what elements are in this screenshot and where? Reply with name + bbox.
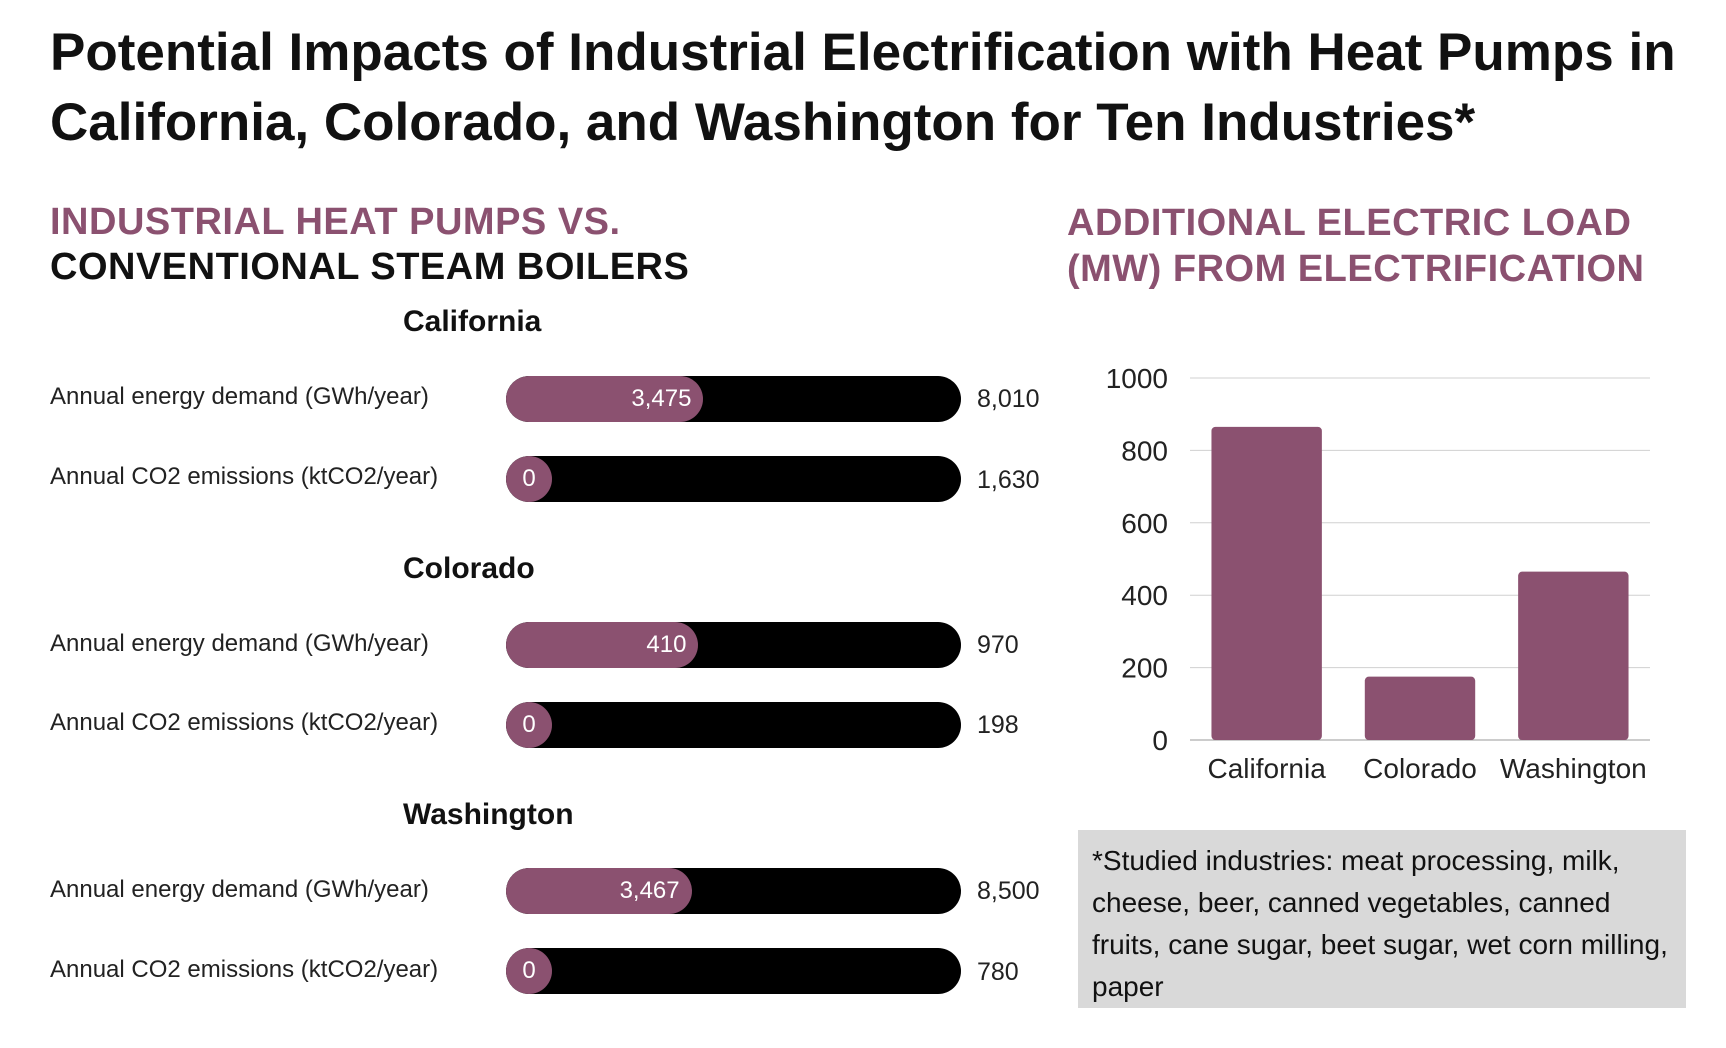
x-tick-label: California — [1208, 753, 1327, 784]
progress-track: 0 — [506, 702, 961, 748]
progress-fill: 0 — [506, 948, 552, 994]
progress-fill: 3,475 — [506, 376, 704, 422]
metric-label: Annual CO2 emissions (ktCO2/year) — [50, 463, 439, 490]
page-title: Potential Impacts of Industrial Electrif… — [50, 23, 1676, 152]
bar-washington — [1518, 571, 1629, 740]
left-section-heading: INDUSTRIAL HEAT PUMPS VS. CONVENTIONAL S… — [50, 200, 689, 290]
metric-label: Annual energy demand (GWh/year) — [50, 876, 429, 903]
bar-colorado — [1364, 676, 1476, 740]
metric-label: Annual energy demand (GWh/year) — [50, 383, 429, 410]
metric-label: Annual CO2 emissions (ktCO2/year) — [50, 956, 439, 983]
progress-fill: 3,467 — [506, 868, 692, 914]
progress-track: 3,475 — [506, 376, 961, 422]
y-tick-label: 400 — [1121, 580, 1168, 611]
total-value: 780 — [977, 958, 1019, 986]
bar-value: 0 — [522, 957, 536, 984]
progress-track: 3,467 — [506, 868, 961, 914]
x-tick-label: Colorado — [1363, 753, 1477, 784]
left-heading-line1: INDUSTRIAL HEAT PUMPS VS. — [50, 201, 621, 243]
progress-fill: 0 — [506, 702, 552, 748]
studied-industries-note: *Studied industries: meat processing, mi… — [1078, 830, 1686, 1008]
bar-value: 0 — [522, 465, 536, 492]
progress-track: 410 — [506, 622, 961, 668]
progress-fill: 410 — [506, 622, 699, 668]
left-heading-line2: CONVENTIONAL STEAM BOILERS — [50, 246, 690, 288]
metric-label: Annual CO2 emissions (ktCO2/year) — [50, 709, 439, 736]
total-value: 1,630 — [977, 466, 1040, 494]
electric-load-bar-chart: 0 200 400 600 800 1000 California Colorado Washi… — [1106, 363, 1650, 784]
bar-value: 0 — [522, 711, 536, 738]
progress-fill: 0 — [506, 456, 552, 502]
bar-value: 410 — [646, 631, 687, 658]
y-tick-label: 0 — [1152, 725, 1168, 756]
total-value: 970 — [977, 631, 1019, 659]
right-heading-line2: (MW) FROM ELECTRIFICATION — [1067, 248, 1645, 290]
total-value: 8,500 — [977, 877, 1040, 905]
y-tick-label: 600 — [1121, 508, 1168, 539]
bar-value: 3,467 — [619, 877, 680, 904]
total-value: 8,010 — [977, 385, 1040, 413]
total-value: 198 — [977, 711, 1019, 739]
x-tick-label: Washington — [1500, 753, 1647, 784]
metric-label: Annual energy demand (GWh/year) — [50, 630, 429, 657]
y-tick-label: 1000 — [1106, 363, 1168, 394]
progress-track: 0 — [506, 948, 961, 994]
progress-track: 0 — [506, 456, 961, 502]
state-title-california: California — [403, 305, 542, 338]
bar-california — [1211, 426, 1322, 740]
right-section-heading: ADDITIONAL ELECTRIC LOAD (MW) FROM ELECT… — [1067, 200, 1644, 292]
right-heading-line1: ADDITIONAL ELECTRIC LOAD — [1067, 202, 1632, 244]
state-title-washington: Washington — [403, 798, 574, 831]
bar-value: 3,475 — [631, 385, 692, 412]
state-title-colorado: Colorado — [403, 552, 535, 585]
y-tick-label: 800 — [1121, 435, 1168, 466]
y-tick-label: 200 — [1121, 653, 1168, 684]
